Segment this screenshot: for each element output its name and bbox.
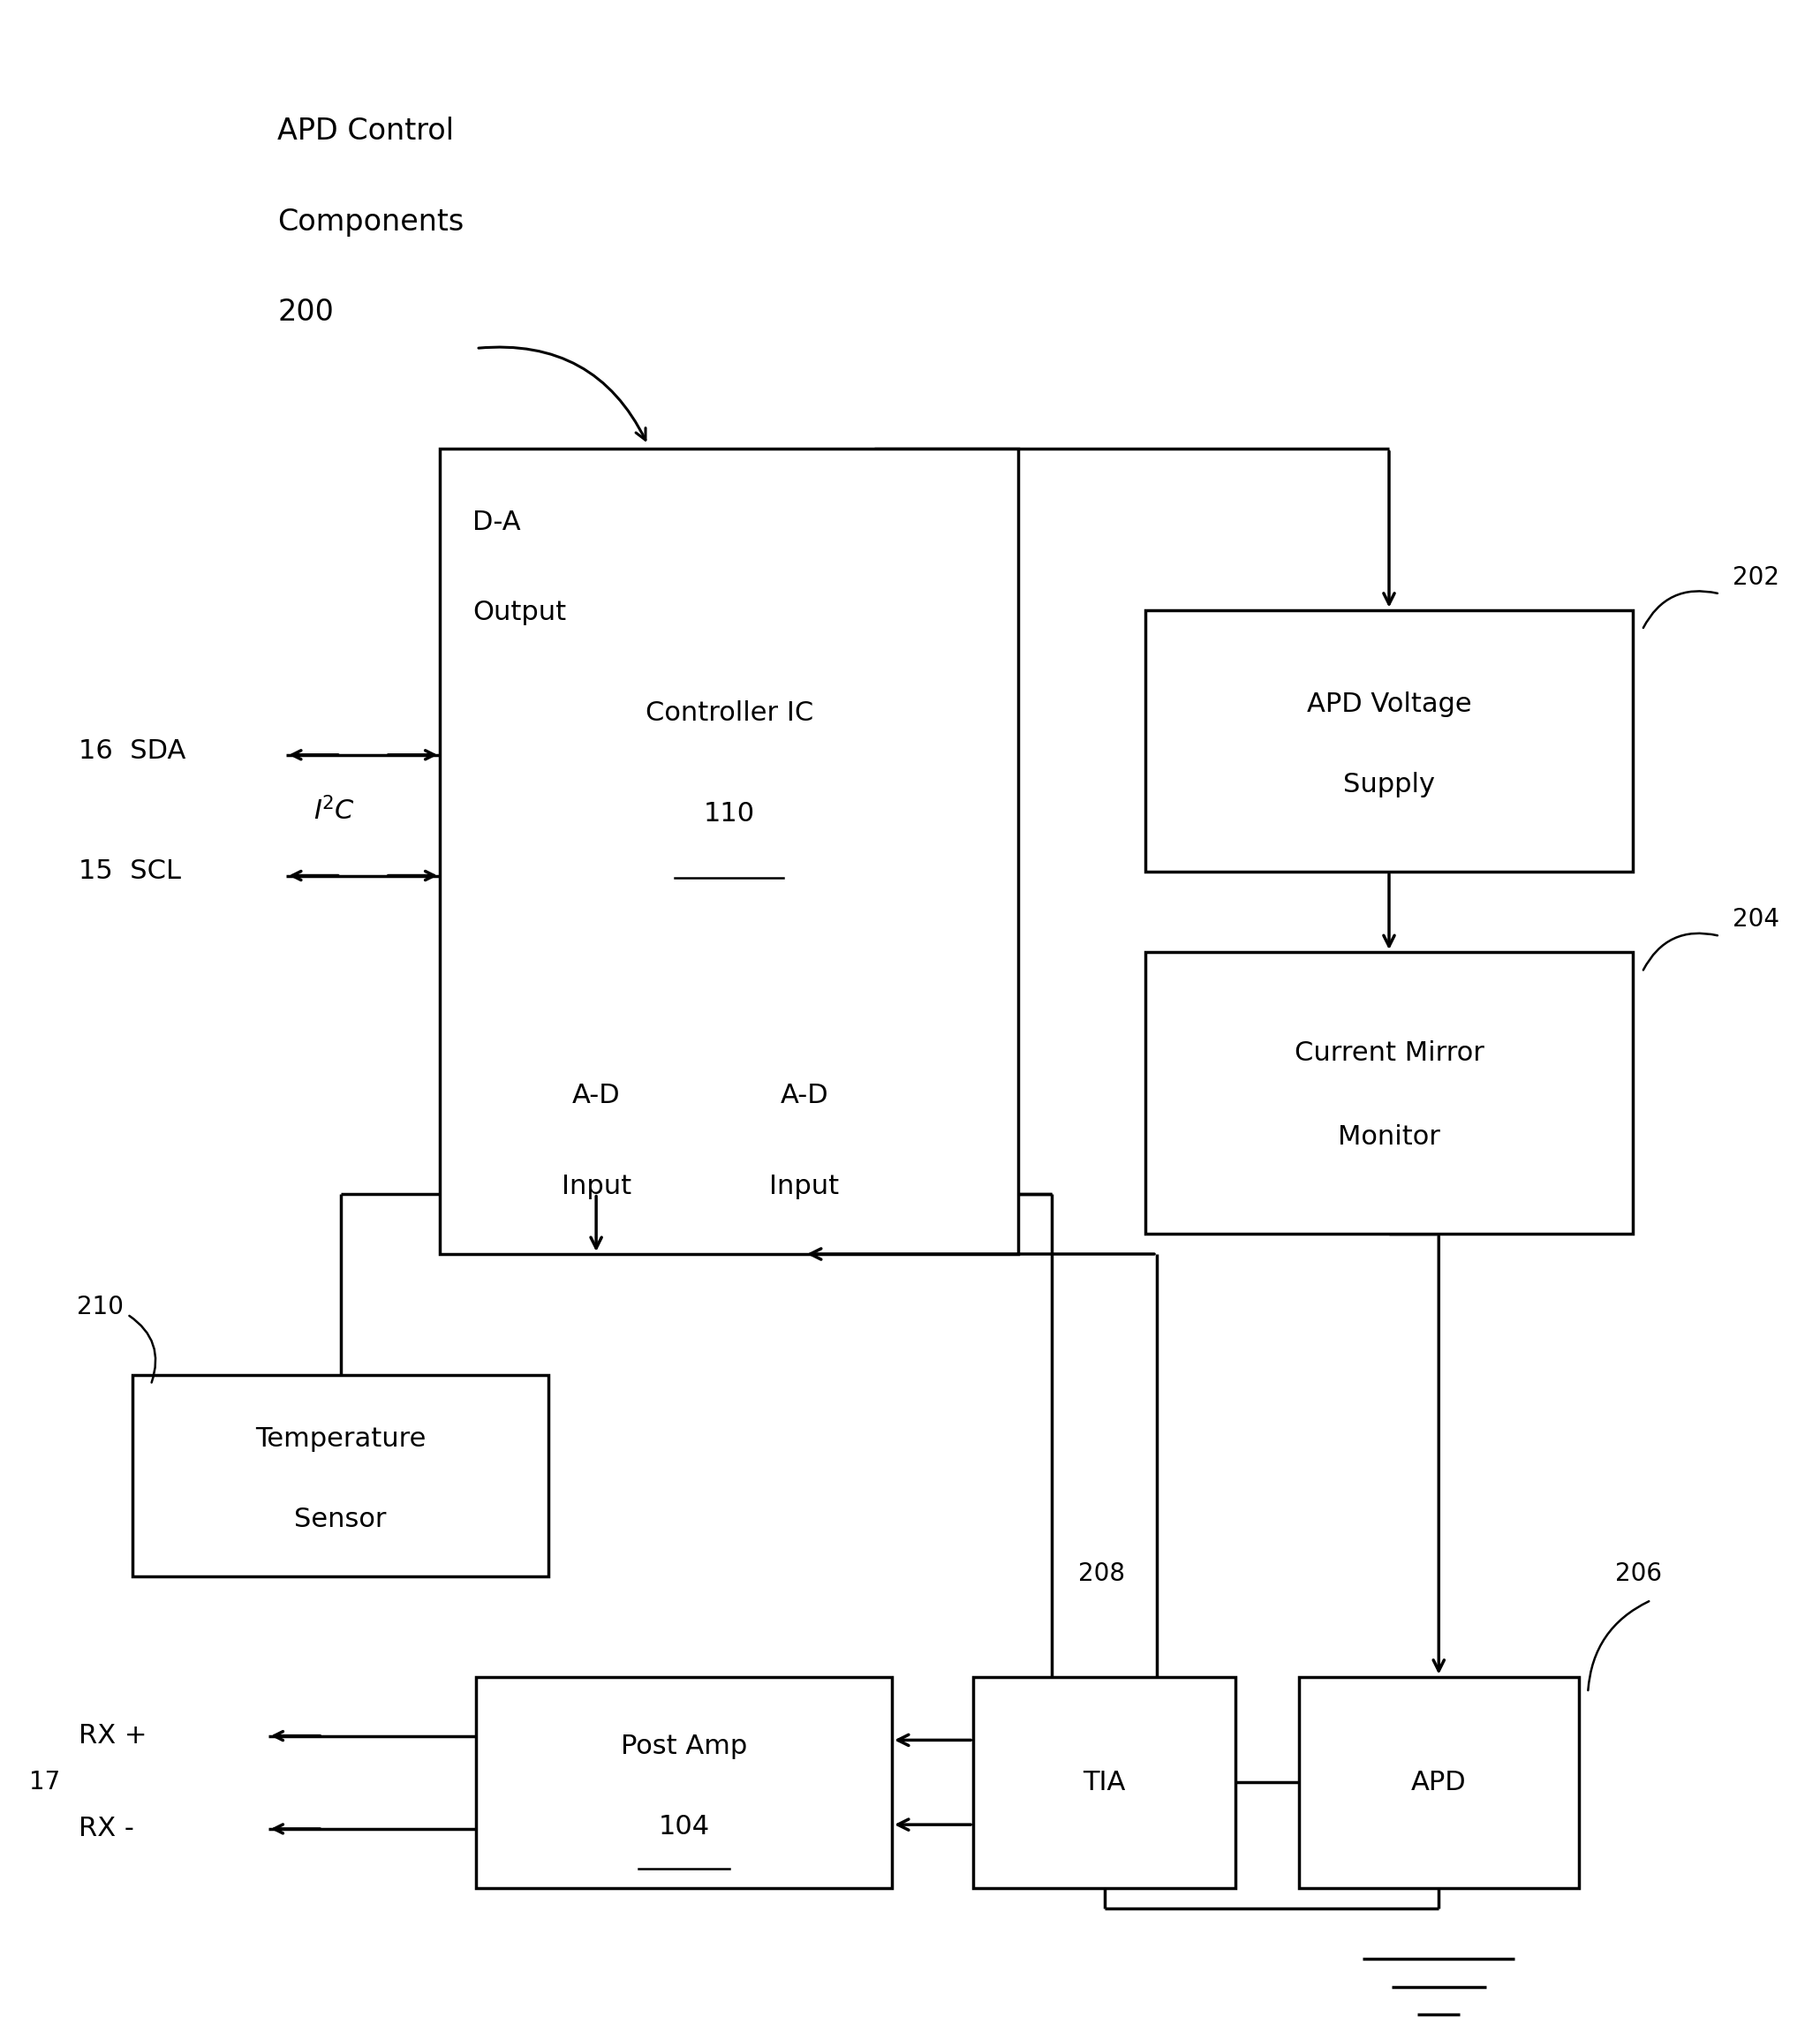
Text: 208: 208 <box>1077 1561 1125 1586</box>
Text: APD Control: APD Control <box>277 117 453 146</box>
Text: 15  SCL: 15 SCL <box>78 859 180 885</box>
Bar <box>133 1375 548 1575</box>
FancyArrowPatch shape <box>479 346 646 439</box>
Text: I$^2$C: I$^2$C <box>313 798 355 826</box>
FancyArrowPatch shape <box>129 1316 155 1383</box>
FancyArrowPatch shape <box>1643 934 1718 970</box>
Text: Input: Input <box>561 1174 632 1199</box>
FancyArrowPatch shape <box>1589 1602 1649 1691</box>
Text: 17: 17 <box>29 1770 60 1794</box>
FancyArrowPatch shape <box>1643 591 1718 628</box>
Text: Output: Output <box>473 599 566 626</box>
Bar <box>1145 610 1633 871</box>
Text: 210: 210 <box>76 1294 124 1318</box>
Text: RX -: RX - <box>78 1816 135 1841</box>
Text: Supply: Supply <box>1343 772 1434 798</box>
Text: 206: 206 <box>1614 1561 1662 1586</box>
Text: Sensor: Sensor <box>295 1507 386 1533</box>
Text: Current Mirror: Current Mirror <box>1294 1041 1483 1065</box>
Text: 16  SDA: 16 SDA <box>78 737 186 763</box>
Text: Temperature: Temperature <box>255 1426 426 1452</box>
Text: TIA: TIA <box>1083 1770 1127 1796</box>
Text: Controller IC: Controller IC <box>646 701 814 727</box>
Text: Post Amp: Post Amp <box>621 1733 748 1760</box>
Text: D-A: D-A <box>473 510 521 535</box>
Text: Components: Components <box>277 207 464 237</box>
Text: 200: 200 <box>277 298 333 328</box>
Text: 202: 202 <box>1733 565 1780 589</box>
Text: A-D: A-D <box>571 1083 621 1108</box>
Text: Monitor: Monitor <box>1338 1124 1440 1150</box>
Bar <box>1145 952 1633 1233</box>
Text: Input: Input <box>770 1174 839 1199</box>
Text: A-D: A-D <box>781 1083 828 1108</box>
Text: 104: 104 <box>659 1814 710 1839</box>
Text: 110: 110 <box>704 802 755 826</box>
Bar <box>440 450 1019 1253</box>
Text: APD: APD <box>1410 1770 1467 1796</box>
Text: APD Voltage: APD Voltage <box>1307 693 1471 717</box>
Text: RX +: RX + <box>78 1723 147 1750</box>
Bar <box>1299 1677 1580 1887</box>
Bar <box>477 1677 892 1887</box>
Bar <box>974 1677 1236 1887</box>
Text: 204: 204 <box>1733 907 1780 932</box>
